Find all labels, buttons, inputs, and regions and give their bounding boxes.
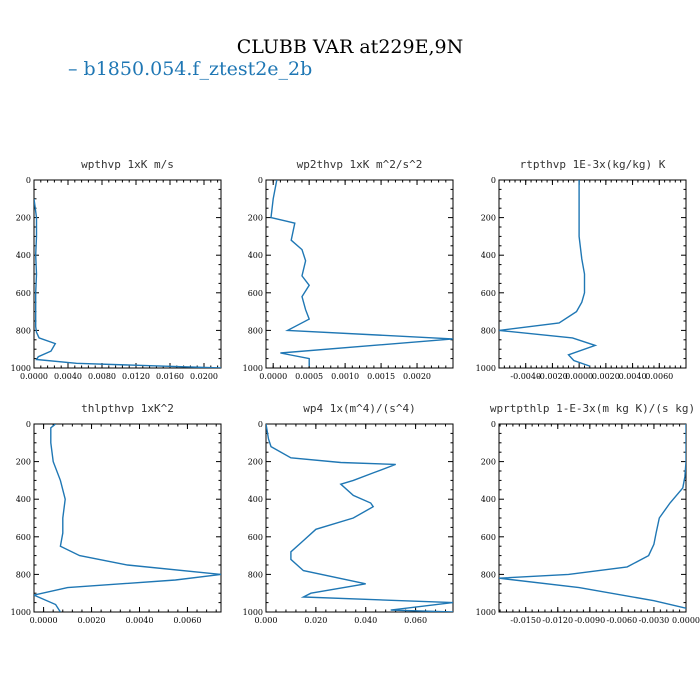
plot-frame	[498, 423, 687, 613]
y-tick-label: 600	[481, 533, 496, 542]
x-tick-label: 0.0000	[565, 372, 593, 381]
series-line	[499, 180, 598, 367]
y-tick-label: 800	[481, 326, 496, 335]
y-tick-label: 400	[248, 495, 263, 504]
x-tick-label: 0.060	[404, 616, 427, 625]
y-tick-label: 1000	[243, 364, 263, 373]
panel-title: wp2thvp 1xK m^2/s^2	[297, 158, 423, 171]
y-tick-label: 600	[16, 289, 31, 298]
y-tick-label: 1000	[476, 608, 496, 617]
y-tick-label: 800	[248, 570, 263, 579]
x-tick-label: 0.0000	[259, 372, 287, 381]
x-tick-label: 0.0020	[78, 616, 106, 625]
x-tick-label: 0.0010	[331, 372, 359, 381]
plot-frame	[265, 423, 454, 613]
plot-frame	[498, 179, 687, 369]
x-tick-label: -0.0090	[574, 616, 605, 625]
x-tick-label: 0.0040	[54, 372, 82, 381]
x-tick-label: 0.0060	[645, 372, 673, 381]
x-tick-label: -0.0030	[639, 616, 670, 625]
series-line	[34, 424, 221, 612]
y-tick-label: 800	[16, 570, 31, 579]
y-tick-label: 600	[481, 289, 496, 298]
y-tick-label: 200	[16, 458, 31, 467]
y-tick-label: 800	[16, 326, 31, 335]
panel-1: wpthvp 1xK m/s 0.0000 0.0040 0.0080 0.0120 0.…	[11, 158, 222, 381]
series-line	[266, 424, 453, 612]
y-tick-label: 200	[248, 458, 263, 467]
panel-5: wp4 1x(m^4)/(s^4) 0.000 0.020 0.040 0.060 0 20…	[243, 402, 454, 625]
y-tick-label: 400	[16, 495, 31, 504]
x-tick-label: 0.0000	[672, 616, 700, 625]
x-tick-label: -0.0150	[510, 616, 541, 625]
x-tick-label: -0.0040	[510, 372, 541, 381]
series-line	[270, 180, 453, 367]
panel-title: thlpthvp 1xK^2	[81, 402, 174, 415]
x-tick-label: 0.0015	[367, 372, 395, 381]
panel-2: wp2thvp 1xK m^2/s^2 0.0000 0.0005 0.0010 0.0…	[243, 158, 454, 381]
x-tick-label: 0.0000	[20, 372, 48, 381]
y-tick-label: 400	[16, 251, 31, 260]
y-tick-label: 400	[481, 251, 496, 260]
x-tick-label: 0.0160	[156, 372, 184, 381]
x-tick-label: 0.0005	[295, 372, 323, 381]
x-tick-label: 0.020	[304, 616, 327, 625]
y-tick-label: 400	[248, 251, 263, 260]
panel-title: wpthvp 1xK m/s	[81, 158, 174, 171]
y-tick-label: 400	[481, 495, 496, 504]
legend: – b1850.054.f_ztest2e_2b	[68, 58, 312, 80]
panel-4: thlpthvp 1xK^2 0.0000 0.0020 0.0040 0.0060 0 2…	[11, 402, 222, 625]
x-tick-label: 0.0040	[619, 372, 647, 381]
y-tick-label: 1000	[11, 364, 31, 373]
x-tick-label: -0.0060	[607, 616, 638, 625]
y-tick-label: 600	[16, 533, 31, 542]
plot-frame	[265, 179, 454, 369]
x-tick-label: -0.0120	[542, 616, 573, 625]
y-tick-label: 600	[248, 289, 263, 298]
x-tick-label: 0.0080	[88, 372, 116, 381]
y-tick-label: 800	[481, 570, 496, 579]
y-tick-label: 200	[248, 214, 263, 223]
chart-title: CLUBB VAR at229E,9N	[236, 36, 464, 58]
y-tick-label: 0	[26, 176, 31, 185]
series-line	[499, 424, 686, 609]
series-line	[34, 198, 221, 368]
y-tick-label: 200	[481, 214, 496, 223]
x-tick-label: 0.0060	[173, 616, 201, 625]
y-tick-label: 200	[481, 458, 496, 467]
legend-label: b1850.054.f_ztest2e_2b	[83, 58, 313, 80]
y-tick-label: 0	[26, 420, 31, 429]
y-tick-label: 1000	[243, 608, 263, 617]
x-tick-label: -0.0020	[537, 372, 568, 381]
panel-title: wprtpthlp 1-E-3x(m kg K)/(s kg)	[490, 402, 695, 415]
y-tick-label: 0	[258, 420, 263, 429]
y-tick-label: 1000	[476, 364, 496, 373]
y-tick-label: 200	[16, 214, 31, 223]
panel-title: rtpthvp 1E-3x(kg/kg) K	[520, 158, 666, 171]
y-tick-label: 800	[248, 326, 263, 335]
y-tick-label: 0	[491, 420, 496, 429]
x-tick-label: 0.0020	[403, 372, 431, 381]
plot-frame	[33, 179, 222, 369]
y-tick-label: 0	[491, 176, 496, 185]
panel-title: wp4 1x(m^4)/(s^4)	[303, 402, 416, 415]
x-tick-label: 0.0020	[592, 372, 620, 381]
x-tick-label: 0.000	[255, 616, 278, 625]
x-tick-label: 0.0040	[125, 616, 153, 625]
panel-6: wprtpthlp 1-E-3x(m kg K)/(s kg)-0.0150 -0…	[476, 402, 700, 625]
x-tick-label: 0.0200	[190, 372, 218, 381]
legend-marker: –	[68, 58, 84, 80]
y-tick-label: 600	[248, 533, 263, 542]
x-tick-label: 0.0120	[122, 372, 150, 381]
x-tick-label: 0.040	[354, 616, 377, 625]
y-tick-label: 1000	[11, 608, 31, 617]
panel-3: rtpthvp 1E-3x(kg/kg) K-0.0040-0.00200.00…	[476, 158, 687, 381]
y-tick-label: 0	[258, 176, 263, 185]
x-tick-label: 0.0000	[30, 616, 58, 625]
